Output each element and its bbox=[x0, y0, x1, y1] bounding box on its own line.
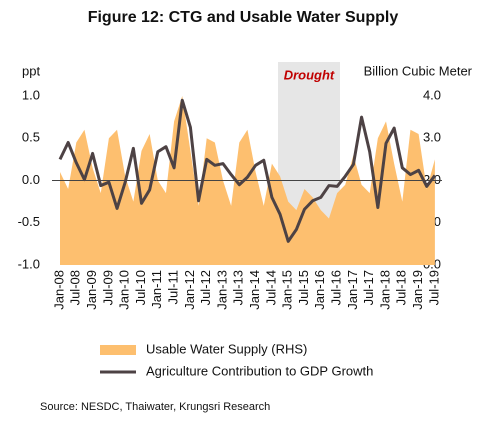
source: Source: NESDC, Thaiwater, Krungsri Resea… bbox=[40, 401, 270, 413]
x-tick-label: Jul-16 bbox=[329, 270, 344, 305]
y-axis-label: ppt bbox=[22, 63, 40, 78]
legend-label: Usable Water Supply (RHS) bbox=[146, 341, 307, 356]
x-tick-label: Jul-14 bbox=[263, 270, 278, 305]
y2-axis-label: Billion Cubic Meter bbox=[364, 63, 473, 78]
y-tick-label: -0.5 bbox=[18, 214, 40, 229]
y2-tick-label: 3.0 bbox=[423, 130, 441, 145]
x-tick-label: Jan-08 bbox=[51, 270, 66, 310]
x-tick-label: Jul-15 bbox=[296, 270, 311, 305]
y-tick-label: 0.0 bbox=[22, 172, 40, 187]
x-tick-label: Jul-13 bbox=[231, 270, 246, 305]
x-tick-label: Jan-13 bbox=[214, 270, 229, 310]
x-tick-label: Jan-18 bbox=[377, 270, 392, 310]
x-tick-label: Jan-15 bbox=[280, 270, 295, 310]
x-tick-label: Jan-09 bbox=[84, 270, 99, 310]
x-tick-label: Jan-19 bbox=[410, 270, 425, 310]
chart-title: Figure 12: CTG and Usable Water Supply bbox=[88, 9, 399, 26]
x-tick-label: Jul-09 bbox=[100, 270, 115, 305]
legend-swatch bbox=[100, 345, 136, 355]
y-tick-label: 1.0 bbox=[22, 87, 40, 102]
x-tick-label: Jul-17 bbox=[361, 270, 376, 305]
y-tick-label: -1.0 bbox=[18, 256, 40, 271]
x-tick-label: Jul-10 bbox=[133, 270, 148, 305]
x-tick-label: Jul-12 bbox=[198, 270, 213, 305]
x-tick-label: Jan-16 bbox=[312, 270, 327, 310]
x-tick-label: Jul-19 bbox=[426, 270, 441, 305]
x-tick-label: Jan-14 bbox=[247, 270, 262, 310]
x-tick-label: Jul-08 bbox=[68, 270, 83, 305]
x-tick-label: Jul-18 bbox=[394, 270, 409, 305]
y2-tick-label: 4.0 bbox=[423, 87, 441, 102]
x-tick-label: Jul-11 bbox=[166, 270, 181, 304]
line bbox=[58, 98, 437, 243]
x-tick-label: Jan-11 bbox=[149, 270, 164, 309]
y-tick-label: 0.5 bbox=[22, 130, 40, 145]
x-tick-label: Jan-10 bbox=[117, 270, 132, 310]
legend-label: Agriculture Contribution to GDP Growth bbox=[146, 363, 373, 378]
x-tick-label: Jan-17 bbox=[345, 270, 360, 310]
x-tick-label: Jan-12 bbox=[182, 270, 197, 310]
annotation: Drought bbox=[284, 67, 335, 82]
